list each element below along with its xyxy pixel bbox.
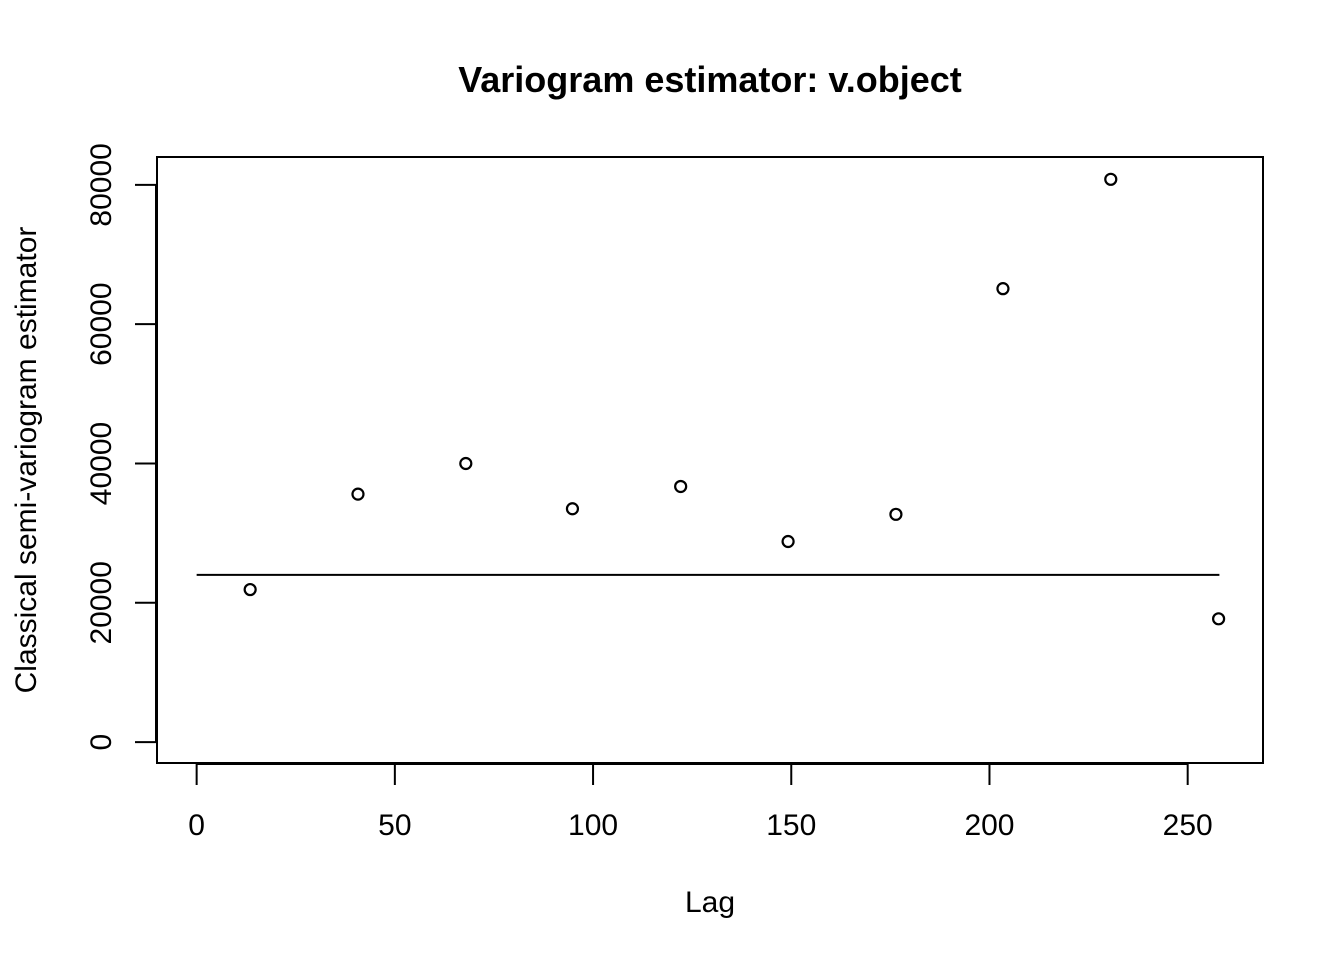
x-axis-label: Lag xyxy=(685,886,735,919)
y-tick-label: 40000 xyxy=(85,422,118,505)
x-axis: 0 50 100 150 200 250 xyxy=(188,763,1213,842)
data-point xyxy=(781,534,795,549)
data-point xyxy=(889,507,903,521)
data-point xyxy=(459,456,473,471)
y-tick-label: 20000 xyxy=(85,561,118,644)
y-tick-label: 60000 xyxy=(85,282,118,365)
y-tick-label: 0 xyxy=(85,734,118,751)
x-tick-label: 50 xyxy=(378,809,411,842)
x-tick-label: 100 xyxy=(568,809,618,842)
y-axis-label: Classical semi-variogram estimator xyxy=(10,227,43,694)
data-point xyxy=(351,487,365,501)
x-tick-label: 200 xyxy=(964,809,1014,842)
data-point xyxy=(996,282,1010,296)
data-point xyxy=(1212,612,1226,626)
x-tick-label: 0 xyxy=(188,809,205,842)
chart-title: Variogram estimator: v.object xyxy=(458,59,962,100)
plot-frame xyxy=(156,156,1264,764)
x-tick-label: 150 xyxy=(766,809,816,842)
data-point xyxy=(243,582,257,597)
y-tick-label: 80000 xyxy=(85,143,118,226)
x-tick-label: 250 xyxy=(1163,809,1213,842)
data-point xyxy=(1104,172,1118,186)
data-point xyxy=(674,479,688,494)
y-axis: 0 20000 40000 60000 80000 xyxy=(85,143,157,750)
data-point xyxy=(565,502,580,516)
data-points-layer xyxy=(243,172,1226,626)
